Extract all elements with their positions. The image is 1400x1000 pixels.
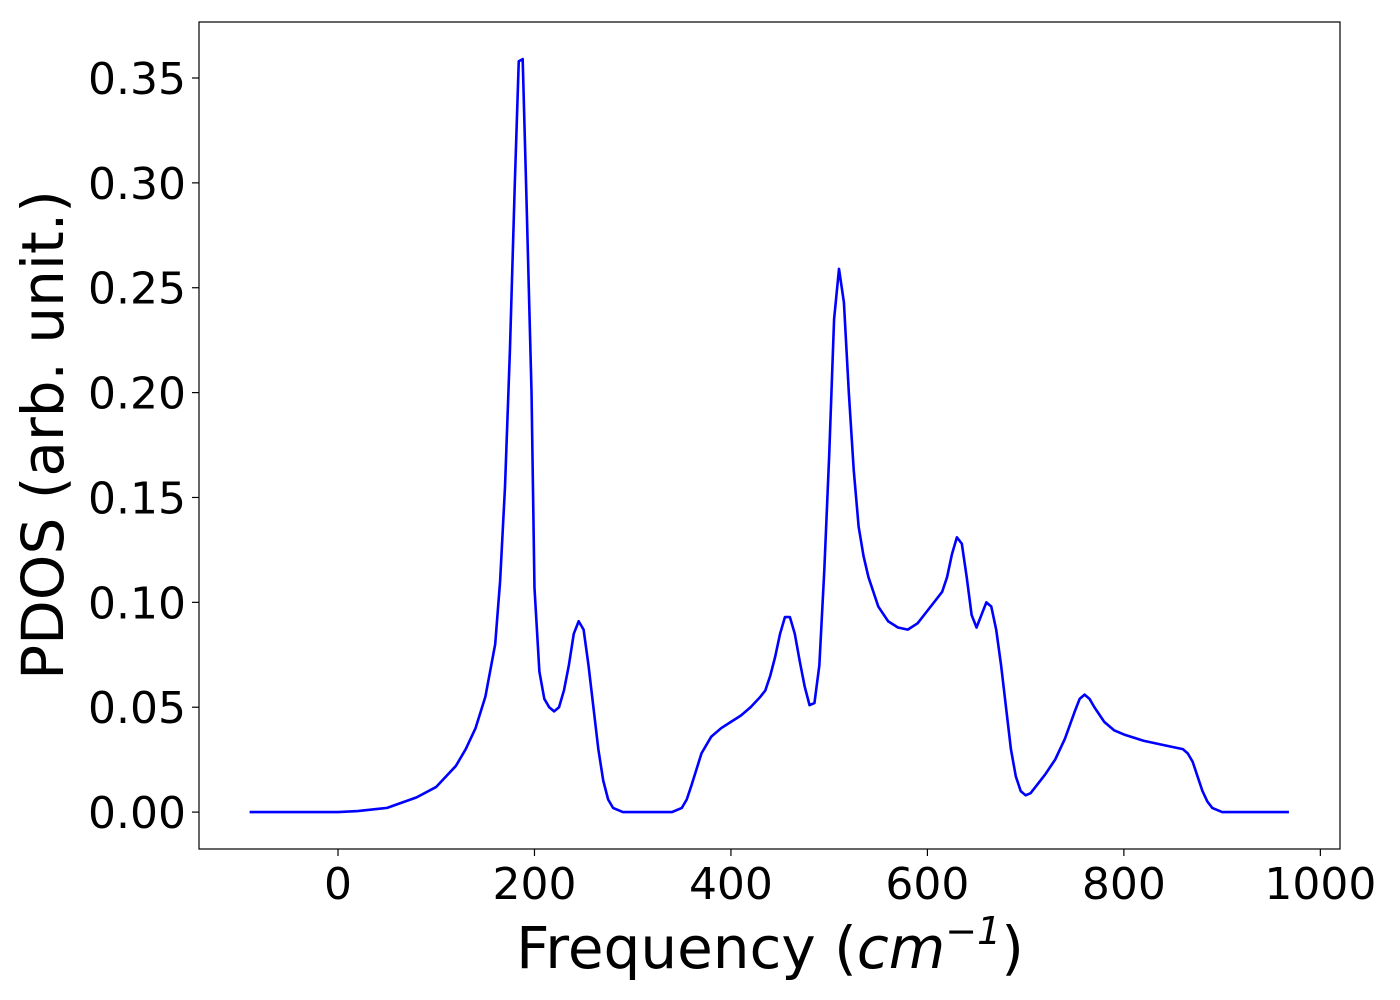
x-tick-label: 800	[1082, 859, 1166, 910]
x-label-exponent: −1	[945, 909, 1001, 953]
y-tick-label: 0.30	[88, 159, 186, 210]
x-tick-label: 1000	[1264, 859, 1376, 910]
x-tick-label: 600	[885, 859, 969, 910]
x-tick-label: 0	[324, 859, 352, 910]
y-tick-label: 0.35	[88, 54, 186, 105]
y-tick-label: 0.05	[88, 683, 186, 734]
y-tick-label: 0.25	[88, 264, 186, 315]
data-line	[249, 57, 1289, 814]
x-label-part: )	[1001, 914, 1024, 982]
x-label-part: Frequency (	[516, 914, 857, 982]
y-tick-label: 0.10	[88, 578, 186, 629]
y-tick-label: 0.20	[88, 369, 186, 420]
y-axis-label: PDOS (arb. unit.)	[9, 190, 77, 680]
plot-frame	[198, 21, 1341, 850]
x-tick-label: 400	[689, 859, 773, 910]
x-label-unit: cm	[857, 914, 945, 982]
y-tick-label: 0.15	[88, 473, 186, 524]
x-tick-label: 200	[492, 859, 576, 910]
y-tick-label: 0.00	[88, 788, 186, 839]
x-axis-label: Frequency (cm−1)	[516, 909, 1024, 982]
